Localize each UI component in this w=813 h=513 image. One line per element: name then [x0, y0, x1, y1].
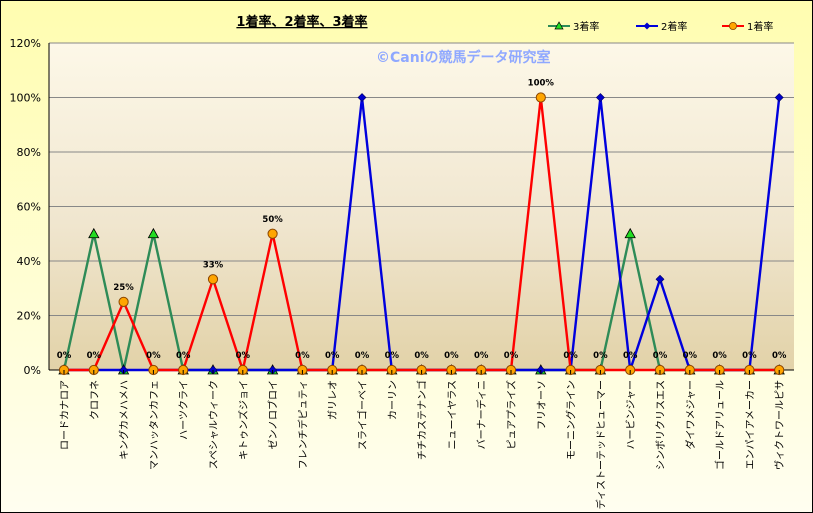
data-label: 0%: [623, 351, 638, 361]
x-tick-label: チチカステナンゴ: [416, 380, 429, 460]
data-point: [88, 227, 100, 239]
data-label: 0%: [653, 351, 668, 361]
y-tick-label: 40%: [17, 255, 41, 268]
x-tick-label: クロフネ: [89, 380, 101, 420]
watermark: ©Caniの競馬データ研究室: [376, 49, 551, 66]
chart-title: 1着率、2着率、3着率: [236, 14, 367, 30]
legend-label: 1着率: [747, 20, 773, 33]
x-axis-labels: ロードカナロア クロフネ キングカメハメハ マンハッタンカフェ ハーツクライ スペシャルウ…: [59, 370, 786, 509]
x-tick-label: ディストーテッドヒューマー: [594, 380, 607, 509]
data-label: 33%: [203, 260, 224, 270]
x-tick-label: スペシャルウィーク: [208, 380, 220, 469]
data-point: [535, 92, 546, 103]
data-label: 0%: [742, 351, 757, 361]
x-tick-label: ダイワメジャー: [684, 380, 697, 450]
data-label: 0%: [236, 351, 251, 361]
x-tick-label: ハーツクライ: [178, 380, 190, 440]
y-tick-label: 100%: [10, 92, 41, 105]
data-point: [267, 228, 278, 239]
data-point: [357, 93, 367, 102]
data-label: 0%: [295, 351, 310, 361]
data-label: 0%: [504, 351, 519, 361]
x-tick-label: スライゴーベイ: [356, 380, 369, 450]
data-point: [118, 296, 129, 307]
data-label: 0%: [563, 351, 578, 361]
x-tick-label: ロードカナロア: [59, 380, 71, 450]
x-tick-label: ニューイヤラス: [446, 380, 458, 450]
data-label: 0%: [325, 351, 340, 361]
x-tick-label: キトゥンズジョイ: [237, 380, 250, 460]
data-point: [624, 227, 636, 239]
legend-marker: [729, 21, 738, 30]
legend-label: 3着率: [573, 20, 599, 33]
y-tick-label: 20%: [17, 310, 41, 323]
x-tick-label: キングカメハメハ: [118, 380, 131, 460]
data-point: [774, 93, 784, 102]
data-label: 0%: [683, 351, 698, 361]
y-tick-label: 0%: [24, 364, 41, 377]
data-label: 0%: [772, 351, 787, 361]
y-axis-labels: 0% 20% 40% 60% 80% 100% 120%: [10, 37, 41, 377]
legend-item: 1着率: [722, 20, 773, 33]
gridlines: [48, 42, 794, 371]
data-label: 0%: [87, 351, 102, 361]
x-tick-label: フレンチデピュティ: [296, 380, 309, 469]
data-label: 0%: [712, 351, 727, 361]
x-tick-label: モーニングライン: [565, 380, 578, 460]
x-tick-label: ハービンジャー: [625, 380, 637, 450]
data-label: 0%: [593, 351, 608, 361]
data-label: 0%: [414, 351, 429, 361]
data-label: 0%: [57, 351, 72, 361]
x-tick-label: シンボリクリスエス: [655, 380, 667, 470]
x-tick-label: バーナーディニ: [475, 380, 488, 449]
data-label: 0%: [385, 351, 400, 361]
data-label: 50%: [262, 215, 283, 225]
x-tick-label: エンパイアメーカー: [744, 380, 756, 470]
data-label: 0%: [146, 351, 161, 361]
x-tick-label: フリオーソ: [536, 380, 548, 430]
x-tick-label: ガリレオ: [327, 380, 339, 420]
data-labels: 0% 0% 25% 0% 0% 33% 0% 50% 0% 0% 0% 0% 0% 0% 0% 0% 100% 0…: [57, 79, 787, 362]
legend: 3着率 2着率 1着率: [548, 20, 773, 33]
legend-label: 2着率: [661, 20, 687, 33]
data-label: 0%: [355, 351, 370, 361]
x-tick-label: ゼンノロブロイ: [267, 380, 280, 450]
legend-marker: [643, 22, 651, 30]
y-tick-label: 80%: [17, 146, 41, 159]
y-tick-label: 120%: [10, 37, 41, 50]
data-point: [207, 274, 219, 285]
x-tick-label: ピュアプライズ: [505, 380, 518, 450]
data-point: [655, 274, 665, 284]
data-point: [147, 227, 160, 239]
data-label: 0%: [444, 351, 459, 361]
x-tick-label: ゴールドアリュール: [714, 380, 727, 470]
y-tick-label: 60%: [17, 201, 41, 214]
legend-marker: [554, 21, 564, 30]
x-tick-label: マンハッタンカフェ: [148, 380, 160, 470]
data-point: [595, 93, 605, 102]
x-tick-label: ヴィクトワールピサ: [773, 380, 786, 470]
data-label: 100%: [528, 79, 555, 89]
legend-item: 2着率: [636, 20, 687, 33]
data-label: 0%: [176, 351, 191, 361]
data-label: 25%: [113, 283, 134, 293]
x-tick-label: カーリン: [387, 380, 399, 420]
legend-item: 3着率: [548, 20, 599, 33]
data-label: 0%: [474, 351, 489, 361]
